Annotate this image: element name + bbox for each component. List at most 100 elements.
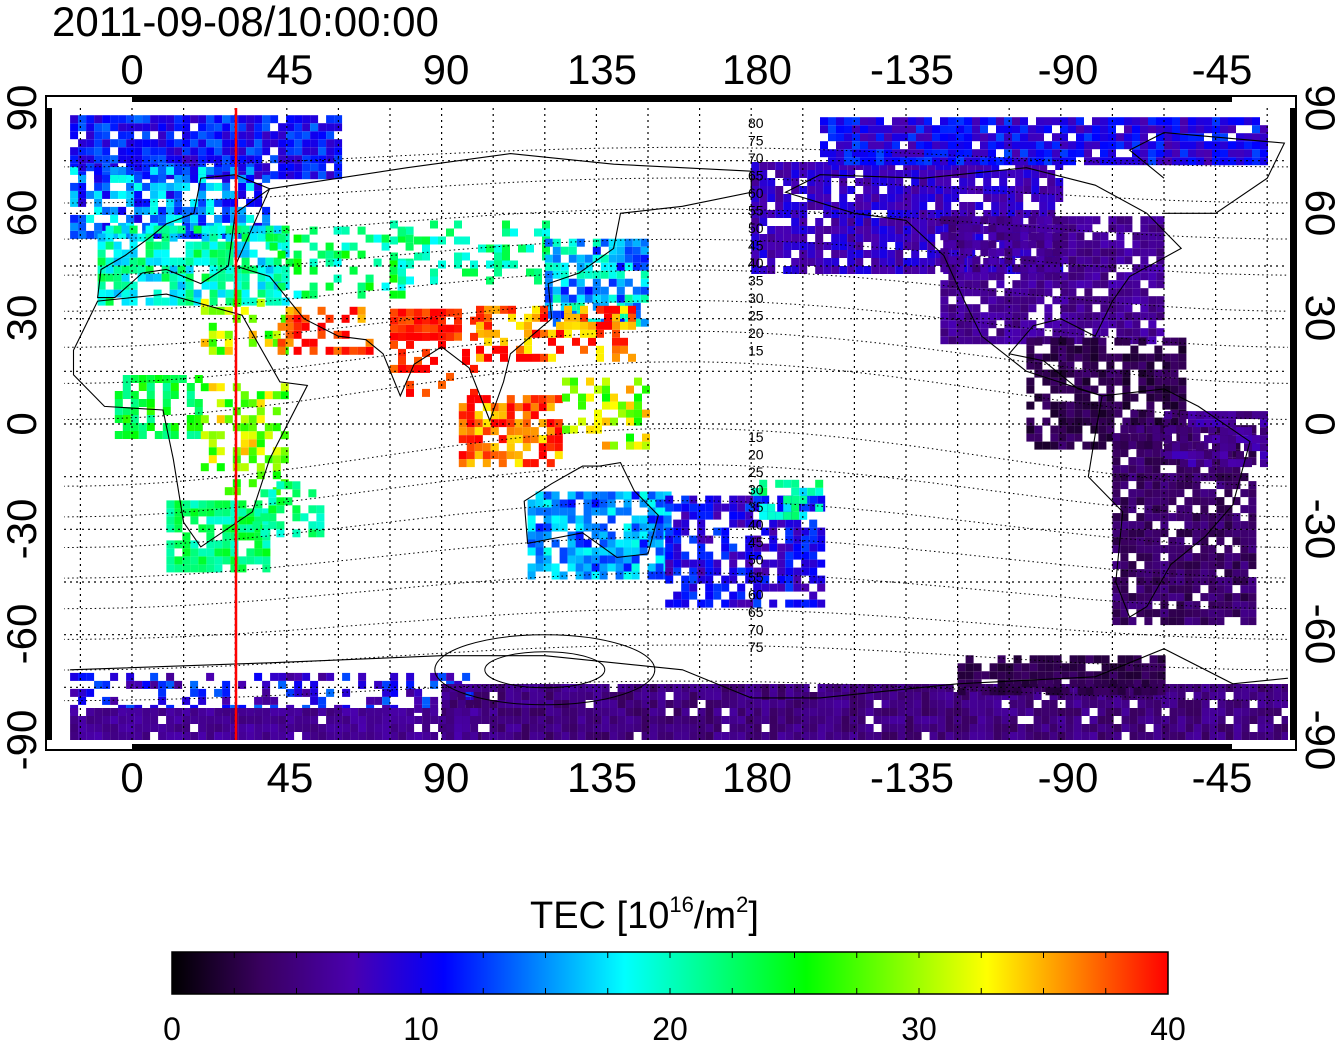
tec-cell [1076,224,1085,233]
tec-cell [1100,133,1108,142]
tec-cell [847,234,856,242]
tec-cell [1076,336,1085,345]
tec-cell [919,202,928,210]
tec-cell [446,732,455,740]
tec-cell [318,147,327,156]
tec-cell [1100,264,1109,273]
tec-cell [1240,609,1249,618]
tec-cell [943,186,952,194]
tec-cell [1020,336,1029,345]
tec-cell [466,411,475,420]
tec-cell [857,692,866,700]
tec-cell [647,523,656,532]
tec-cell [97,233,106,242]
tec-cell [1130,433,1139,442]
tec-cell [270,672,279,681]
tec-cell [618,401,626,410]
tec-cell [823,258,832,266]
tec-cell [1005,671,1014,680]
tec-cell [1184,481,1193,490]
tec-cell [194,431,203,439]
tec-cell [1193,700,1202,708]
tec-cell [1193,724,1202,732]
tec-cell [138,431,147,439]
tec-cell [737,700,746,708]
tec-cell [522,403,531,412]
tec-cell [277,282,286,291]
tec-cell [585,684,594,692]
tec-cell [238,163,247,172]
tec-cell [647,507,656,516]
tec-cell [1220,141,1228,150]
tec-cell [1169,732,1178,740]
tec-cell [737,495,746,504]
tec-cell [134,139,143,148]
tec-cell [1249,708,1258,716]
tec-cell [1216,481,1225,490]
tec-cell [903,210,912,218]
tec-cell [1120,585,1129,594]
tec-cell [972,256,981,265]
tec-cell [1120,593,1129,602]
tec-cell [97,297,106,306]
tec-cell [246,556,255,565]
tec-cell [948,272,957,281]
tec-cell [884,149,892,158]
tec-cell [965,671,974,680]
tec-cell [153,289,162,298]
tec-cell [767,162,776,170]
tec-cell [1092,320,1101,329]
tec-cell [705,599,714,608]
tec-cell [1012,149,1020,158]
tec-cell [1039,162,1048,170]
tec-cell [759,218,768,226]
tec-cell [940,336,949,345]
tec-cell [964,149,972,158]
tec-cell [900,149,908,158]
tec-cell [110,696,119,705]
tec-cell [497,700,506,708]
tec-cell [113,289,122,298]
tec-cell [238,206,247,215]
tec-cell [793,700,802,708]
tec-cell [529,692,538,700]
tec-cell [1148,117,1156,126]
tec-cell [841,692,850,700]
tec-cell [240,431,249,440]
tec-cell [466,395,475,404]
tec-cell [745,495,754,504]
tec-cell [980,125,988,134]
contour-label: 80 [748,115,764,131]
tec-cell [126,672,135,681]
tec-cell [1124,296,1133,305]
tec-cell [1084,216,1093,225]
tec-cell [825,732,834,740]
tec-cell [807,487,816,496]
tec-cell [130,375,139,383]
tec-cell [1020,125,1028,134]
tec-cell [206,155,215,164]
tec-cell [905,700,914,708]
tec-cell [254,171,263,180]
tec-cell [1148,224,1157,233]
tec-cell [476,305,484,314]
tec-cell [238,123,247,132]
tec-cell [1156,272,1165,281]
tec-cell [600,238,609,247]
tec-cell [398,308,406,317]
tec-cell [921,684,930,692]
tec-cell [1130,345,1139,354]
tec-cell [326,688,335,697]
tec-cell [865,700,874,708]
tec-cell [422,724,431,732]
tec-cell [177,297,186,306]
tec-cell [753,724,762,732]
tec-cell [1009,724,1018,732]
tec-cell [1049,708,1058,716]
tec-cell [342,716,351,724]
tec-cell [256,431,265,440]
tec-cell [153,249,162,258]
tec-cell [665,732,674,740]
tec-cell [868,117,876,126]
tec-cell [783,194,792,202]
